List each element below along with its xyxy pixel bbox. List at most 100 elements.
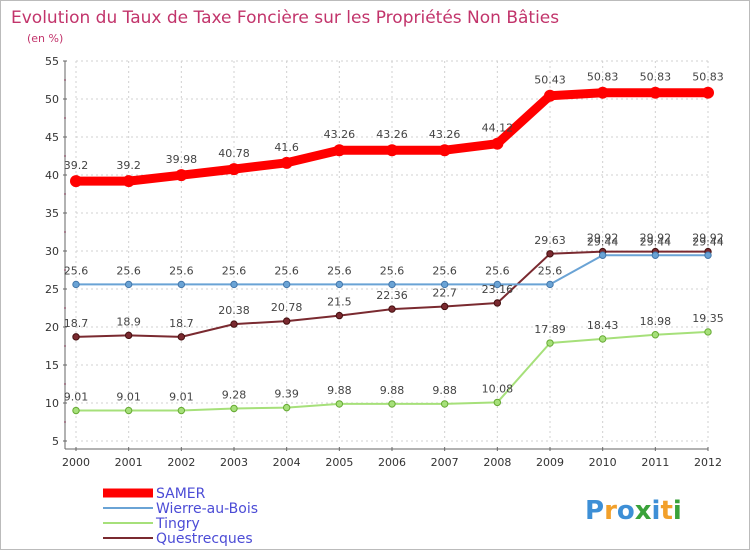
data-point xyxy=(438,144,451,157)
data-label: 43.26 xyxy=(376,128,408,141)
data-point xyxy=(335,280,344,289)
x-tick-label: 2001 xyxy=(115,456,143,469)
data-point xyxy=(124,406,133,415)
data-point xyxy=(544,89,556,102)
x-tick-label: 2012 xyxy=(694,456,722,469)
data-point xyxy=(335,400,344,408)
x-tick-label: 2010 xyxy=(589,456,617,469)
data-point xyxy=(72,333,80,341)
data-point xyxy=(388,280,396,289)
x-tick-label: 2008 xyxy=(483,456,511,469)
svg-text:Proxiti: Proxiti xyxy=(585,496,682,526)
data-label: 29.92 xyxy=(587,232,619,245)
data-point xyxy=(440,302,449,311)
data-label: 39.2 xyxy=(64,159,89,172)
x-tick-label: 2006 xyxy=(378,456,406,469)
data-point xyxy=(333,144,346,157)
data-point xyxy=(280,156,293,169)
data-label: 43.26 xyxy=(324,128,356,141)
y-tick-label: 35 xyxy=(45,207,59,220)
data-point xyxy=(440,280,449,289)
chart-subtitle: (en %) xyxy=(27,32,63,45)
y-tick-label: 20 xyxy=(45,321,59,334)
data-label: 25.6 xyxy=(169,264,194,277)
data-point xyxy=(124,331,133,340)
data-label: 20.38 xyxy=(218,304,250,317)
data-label: 40.78 xyxy=(218,147,250,160)
y-tick-label: 25 xyxy=(45,283,59,296)
x-tick-label: 2004 xyxy=(273,456,301,469)
data-point xyxy=(651,331,660,339)
data-label: 50.43 xyxy=(534,74,566,87)
data-point xyxy=(177,333,186,341)
legend-label: Wierre-au-Bois xyxy=(156,501,258,517)
legend-label: SAMER xyxy=(156,486,206,502)
data-label: 22.7 xyxy=(432,286,457,299)
y-tick-label: 50 xyxy=(45,93,59,106)
data-label: 25.6 xyxy=(327,264,352,277)
data-label: 29.92 xyxy=(640,232,672,245)
data-label: 50.83 xyxy=(587,71,619,84)
data-point xyxy=(493,299,502,307)
data-point xyxy=(72,280,80,289)
x-tick-label: 2009 xyxy=(536,456,564,469)
data-point xyxy=(175,169,188,182)
data-label: 25.6 xyxy=(432,264,457,277)
data-point xyxy=(282,317,291,325)
data-label: 25.6 xyxy=(274,264,299,277)
data-point xyxy=(491,137,504,150)
x-tick-label: 2007 xyxy=(431,456,459,469)
data-label: 25.6 xyxy=(222,264,247,277)
data-point xyxy=(124,280,133,289)
data-point xyxy=(493,398,502,407)
data-point xyxy=(702,86,714,99)
data-label: 44.12 xyxy=(482,122,514,135)
data-point xyxy=(282,403,291,412)
data-point xyxy=(388,305,396,313)
y-tick-label: 55 xyxy=(45,55,59,68)
data-label: 23.16 xyxy=(482,283,514,296)
x-tick-label: 2002 xyxy=(167,456,195,469)
data-label: 9.28 xyxy=(222,388,247,401)
data-label: 29.44 xyxy=(692,235,724,248)
data-label: 29.92 xyxy=(692,232,724,245)
data-label: 41.6 xyxy=(274,141,299,154)
chart-title: Evolution du Taux de Taxe Foncière sur l… xyxy=(11,8,559,28)
data-label: 18.9 xyxy=(116,315,141,328)
data-point xyxy=(440,400,449,408)
data-label: 9.01 xyxy=(64,391,89,404)
data-label: 25.6 xyxy=(380,264,405,277)
legend-label: Tingry xyxy=(155,516,200,532)
data-point xyxy=(704,328,712,336)
data-point xyxy=(230,320,238,328)
data-label: 9.01 xyxy=(116,391,141,404)
data-label: 18.7 xyxy=(169,317,194,330)
y-tick-label: 15 xyxy=(45,359,59,372)
y-tick-label: 40 xyxy=(45,169,59,182)
data-point xyxy=(546,280,554,289)
data-point xyxy=(335,311,344,320)
data-label: 29.44 xyxy=(587,235,619,248)
data-point xyxy=(598,335,607,343)
data-point xyxy=(282,280,291,289)
data-label: 19.35 xyxy=(692,312,724,325)
data-point xyxy=(493,280,502,289)
data-label: 18.43 xyxy=(587,319,619,332)
x-tick-label: 2011 xyxy=(641,456,669,469)
data-label: 18.98 xyxy=(640,315,672,328)
data-point xyxy=(230,404,238,413)
y-tick-label: 10 xyxy=(45,397,59,410)
data-point xyxy=(72,406,80,415)
data-label: 10.08 xyxy=(482,382,514,395)
data-label: 9.01 xyxy=(169,391,194,404)
y-tick-label: 30 xyxy=(45,245,59,258)
data-label: 17.89 xyxy=(534,323,566,336)
data-point xyxy=(122,175,135,188)
data-point xyxy=(546,339,554,347)
data-point xyxy=(546,250,554,258)
data-label: 25.6 xyxy=(538,264,563,277)
data-label: 9.39 xyxy=(274,388,299,401)
data-label: 29.63 xyxy=(534,234,566,247)
y-tick-label: 45 xyxy=(45,131,59,144)
